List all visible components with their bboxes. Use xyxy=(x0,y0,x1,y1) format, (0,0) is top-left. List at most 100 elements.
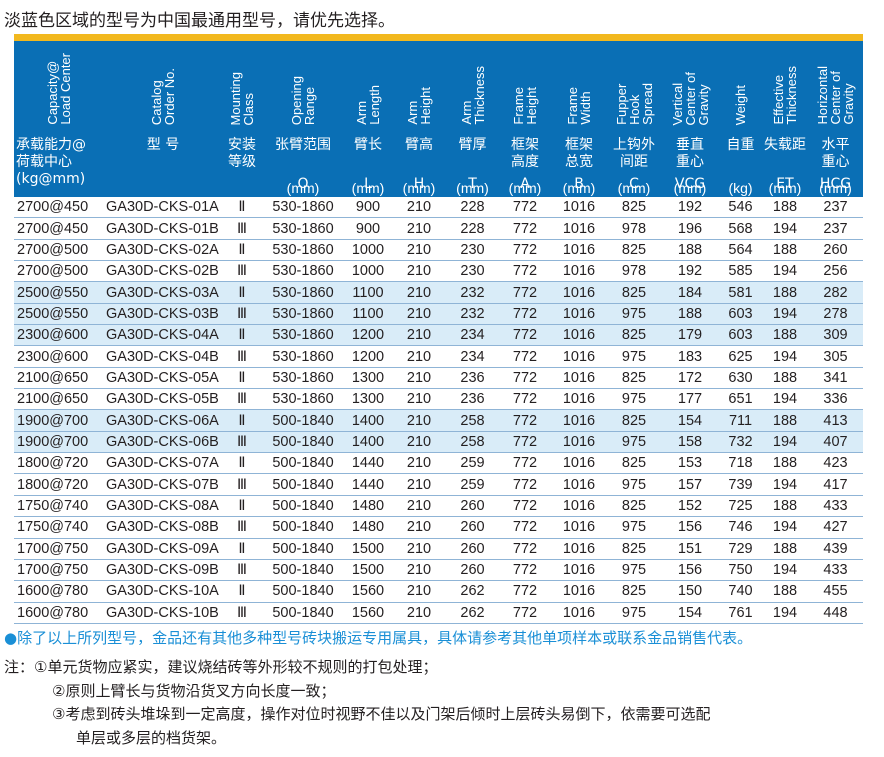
table-row: 1700@750 GA30D-CKS-09A Ⅱ 500-1840 1500 210 260… xyxy=(14,538,863,560)
table-row: 2700@500 GA30D-CKS-02A Ⅱ 530-1860 1000 210 230… xyxy=(14,239,863,262)
table-cell: 900 xyxy=(344,217,392,240)
table-cell: 188 xyxy=(661,303,719,326)
header-unit: (mm) xyxy=(286,180,320,196)
table-cell: 975 xyxy=(607,303,661,326)
table-cell: 546 xyxy=(719,197,762,219)
table-cell: 1900@700 xyxy=(14,431,104,454)
table-cell: 772 xyxy=(499,239,551,262)
table-cell: 1016 xyxy=(551,431,607,454)
table-cell: 210 xyxy=(392,324,446,347)
table-cell: GA30D-CKS-09A xyxy=(104,538,222,560)
table-cell: GA30D-CKS-05B xyxy=(104,388,222,411)
table-cell: 256 xyxy=(808,260,863,283)
table-cell: 188 xyxy=(661,239,719,262)
header-unit: (mm) xyxy=(508,180,542,196)
table-cell: 2700@500 xyxy=(14,260,104,283)
table-cell: 725 xyxy=(719,495,762,518)
header-col-12: Effective Thickness 失载距 ET (mm) xyxy=(762,41,808,197)
header-en-label: Opening Range xyxy=(289,75,317,125)
header-cn-label: 安装 等级 xyxy=(228,137,256,170)
table-cell: 192 xyxy=(661,260,719,283)
table-cell: 1016 xyxy=(551,473,607,496)
table-cell: 210 xyxy=(392,580,446,603)
table-cell: 184 xyxy=(661,281,719,304)
table-cell: 196 xyxy=(661,217,719,240)
header-col-6: Arm Thickness 臂厚 T (mm) xyxy=(446,41,499,197)
table-cell: 188 xyxy=(762,281,808,304)
header-symbol: VCG xyxy=(674,176,706,192)
table-cell: GA30D-CKS-07A xyxy=(104,452,222,475)
table-row: 1800@720 GA30D-CKS-07A Ⅱ 500-1840 1440 210 259… xyxy=(14,452,863,475)
table-cell: 194 xyxy=(762,516,808,539)
table-cell: 825 xyxy=(607,324,661,347)
table-cell: 188 xyxy=(762,538,808,560)
table-cell: 500-1840 xyxy=(262,495,344,518)
note-3-continued: 单层或多层的档货架。 xyxy=(76,728,227,747)
table-cell: 761 xyxy=(719,602,762,624)
header-en-wrap: Frame Height xyxy=(499,45,551,125)
header-en-wrap: Mounting Class xyxy=(222,45,262,125)
table-cell: 188 xyxy=(762,495,808,518)
table-cell: 262 xyxy=(446,580,499,603)
table-cell: 177 xyxy=(661,388,719,411)
table-cell: 188 xyxy=(762,324,808,347)
header-row: Capacity@ Load Center 承载能力@ 荷载中心 (kg@mm) C… xyxy=(14,41,863,197)
header-col-4: Arm Length 臂长 L (mm) xyxy=(344,41,392,197)
table-cell: 309 xyxy=(808,324,863,347)
table-cell: 151 xyxy=(661,538,719,560)
table-cell: 210 xyxy=(392,602,446,624)
table-cell: 772 xyxy=(499,538,551,560)
table-row: 2300@600 GA30D-CKS-04B Ⅲ 530-1860 1200 210 234… xyxy=(14,345,863,368)
table-cell: 210 xyxy=(392,516,446,539)
table-cell: 1750@740 xyxy=(14,495,104,518)
table-cell: 2700@450 xyxy=(14,217,104,240)
table-cell: Ⅲ xyxy=(222,516,262,539)
table-cell: 152 xyxy=(661,495,719,518)
table-cell: 1300 xyxy=(344,388,392,411)
table-cell: 739 xyxy=(719,473,762,496)
table-cell: 194 xyxy=(762,217,808,240)
table-cell: GA30D-CKS-04A xyxy=(104,324,222,347)
header-en-wrap: Arm Thickness xyxy=(446,45,499,125)
table-cell: Ⅲ xyxy=(222,473,262,496)
header-cn-label: 水平 重心 xyxy=(821,137,850,170)
table-cell: 825 xyxy=(607,197,661,219)
table-cell: 1016 xyxy=(551,303,607,326)
table-cell: 1200 xyxy=(344,345,392,368)
table-cell: 258 xyxy=(446,431,499,454)
table-cell: 210 xyxy=(392,281,446,304)
table-cell: 530-1860 xyxy=(262,367,344,390)
table-cell: 718 xyxy=(719,452,762,475)
table-cell: 1400 xyxy=(344,431,392,454)
table-cell: 194 xyxy=(762,303,808,326)
header-en-label: Weight xyxy=(733,84,748,125)
header-unit: (mm) xyxy=(402,180,436,196)
header-cn-label: 臂长 xyxy=(354,137,382,153)
table-cell: 407 xyxy=(808,431,863,454)
table-cell: 1016 xyxy=(551,367,607,390)
table-row: 1800@720 GA30D-CKS-07B Ⅲ 500-1840 1440 210 259… xyxy=(14,473,863,496)
table-cell: 772 xyxy=(499,452,551,475)
table-cell: 1600@780 xyxy=(14,580,104,603)
table-cell: 500-1840 xyxy=(262,559,344,582)
table-cell: 156 xyxy=(661,516,719,539)
table-cell: Ⅲ xyxy=(222,217,262,240)
table-cell: Ⅱ xyxy=(222,495,262,518)
table-cell: 750 xyxy=(719,559,762,582)
table-cell: 1016 xyxy=(551,538,607,560)
table-cell: 732 xyxy=(719,431,762,454)
table-cell: 740 xyxy=(719,580,762,603)
table-cell: 1750@740 xyxy=(14,516,104,539)
table-row: 2100@650 GA30D-CKS-05B Ⅲ 530-1860 1300 210 236… xyxy=(14,388,863,411)
table-cell: Ⅱ xyxy=(222,538,262,560)
header-unit: (mm) xyxy=(819,180,852,196)
table-cell: 194 xyxy=(762,345,808,368)
table-cell: 975 xyxy=(607,473,661,496)
table-cell: 1016 xyxy=(551,217,607,240)
table-cell: 413 xyxy=(808,409,863,432)
table-cell: 1300 xyxy=(344,367,392,390)
table-cell: 975 xyxy=(607,431,661,454)
header-symbol: C xyxy=(629,176,639,192)
table-cell: 1100 xyxy=(344,303,392,326)
table-cell: 1016 xyxy=(551,260,607,283)
